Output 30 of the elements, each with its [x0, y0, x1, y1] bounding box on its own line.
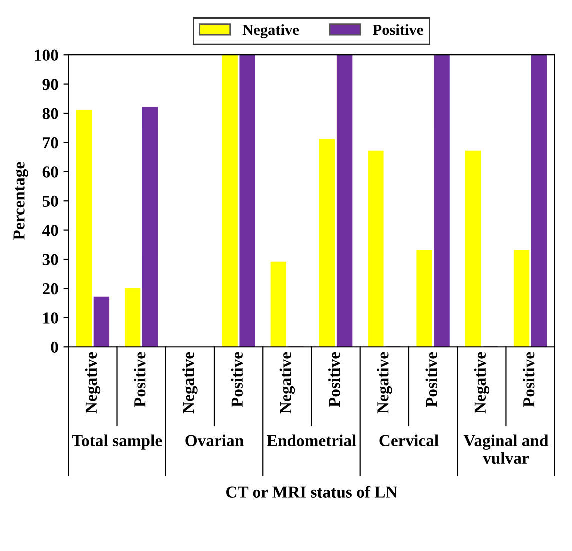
- text: Total sample: [72, 434, 162, 450]
- y-tick-label: 30: [42, 254, 58, 266]
- x-tick-label: Negative: [280, 352, 296, 414]
- y-axis-title: Percentage: [14, 162, 28, 240]
- text: Ovarian: [186, 434, 244, 446]
- y-tick-label: 90: [42, 79, 58, 90]
- text: Endometrial: [267, 434, 356, 446]
- y-tick-label: 10: [44, 312, 58, 324]
- text: Cervical: [380, 434, 439, 446]
- x-axis-title: CT or MRI status of LN: [226, 486, 398, 498]
- x-tick-label: Negative: [85, 352, 101, 414]
- x-tick-label: Positive: [231, 352, 243, 408]
- x-tick-label: Negative: [182, 352, 198, 414]
- text: Vaginal and vulvar: [464, 434, 549, 464]
- x-tick-label: Positive: [426, 352, 438, 408]
- x-tick-label: Positive: [522, 352, 535, 408]
- x-tick-label: Negative: [377, 352, 392, 414]
- x-tick-label: Positive: [134, 352, 146, 408]
- legend-label: Positive: [373, 24, 424, 36]
- legend-label: Negative: [242, 24, 300, 38]
- y-tick-label: 80: [42, 108, 58, 120]
- y-tick-label: 60: [42, 166, 58, 178]
- x-tick-label: Positive: [328, 352, 340, 408]
- y-tick-label: 0: [51, 342, 58, 354]
- y-tick-label: 50: [42, 196, 58, 208]
- y-tick-label: 40: [42, 225, 58, 236]
- y-tick-label: 100: [35, 50, 58, 62]
- y-tick-label: 20: [42, 283, 58, 295]
- y-tick-label: 70: [43, 137, 58, 149]
- x-tick-label: Negative: [474, 352, 490, 414]
